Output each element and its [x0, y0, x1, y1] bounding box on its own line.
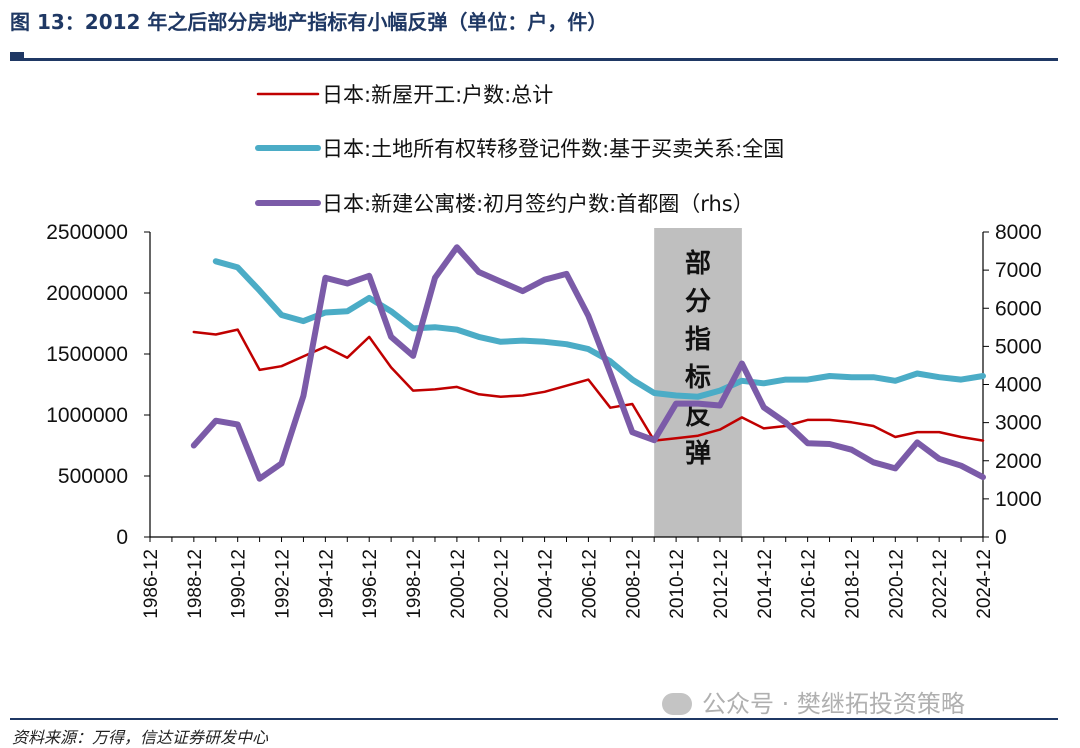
annotation-char: 分	[685, 287, 711, 317]
x-tick-label: 2020-12	[886, 549, 907, 619]
x-tick-label: 2016-12	[799, 549, 820, 619]
x-tick-label: 1996-12	[360, 549, 381, 619]
y-right-tick-label: 8000	[995, 221, 1042, 244]
x-tick-label: 2000-12	[448, 549, 469, 619]
y-right-tick-label: 1000	[995, 488, 1042, 511]
y-left-tick-label: 2000000	[46, 282, 128, 305]
x-tick-label: 1994-12	[316, 549, 337, 619]
x-tick-label: 2014-12	[755, 549, 776, 619]
x-tick-label: 2008-12	[623, 549, 644, 619]
series-line-1	[192, 328, 985, 442]
x-tick-label: 2012-12	[711, 549, 732, 619]
legend-label-1: 日本:新屋开工:户数:总计	[322, 83, 553, 107]
x-tick-label: 1998-12	[404, 549, 425, 619]
legend-label-3: 日本:新建公寓楼:初月签约户数:首都圈（rhs）	[322, 192, 754, 216]
y-left-tick-label: 1000000	[46, 404, 128, 427]
x-tick-label: 2004-12	[536, 549, 557, 619]
wechat-icon	[662, 693, 692, 715]
y-right-tick-label: 6000	[995, 297, 1042, 320]
source-note: 资料来源：万得，信达证券研发中心	[12, 728, 269, 747]
y-right-tick-label: 4000	[995, 374, 1042, 397]
y-right-tick-label: 7000	[995, 259, 1042, 282]
y-right-tick-label: 3000	[995, 412, 1042, 435]
series-lines	[190, 244, 986, 482]
y-left-tick-label: 1500000	[46, 343, 128, 366]
annotation-char: 弹	[685, 439, 711, 469]
annotation-char: 标	[685, 363, 711, 393]
x-tick-label: 2024-12	[974, 549, 995, 619]
watermark-text: 公众号 · 樊继拓投资策略	[702, 690, 965, 718]
x-tick-label: 1992-12	[273, 549, 294, 619]
watermark: 公众号 · 樊继拓投资策略	[662, 684, 965, 719]
x-tick-label: 2002-12	[492, 549, 513, 619]
y-right-tick-label: 2000	[995, 450, 1042, 473]
annotation-char: 指	[685, 325, 711, 355]
chart-title: 图 13：2012 年之后部分房地产指标有小幅反弹（单位：户，件）	[10, 10, 608, 34]
x-tick-label: 1990-12	[229, 549, 250, 619]
legend-label-2: 日本:土地所有权转移登记件数:基于买卖关系:全国	[322, 137, 784, 161]
x-tick-label: 2022-12	[930, 549, 951, 619]
axes: 0 500000 1000000 1500000 2000000 2500000 0 1000…	[46, 221, 1041, 619]
header-rule-tab	[10, 52, 24, 60]
x-tick-label: 2018-12	[842, 549, 863, 619]
annotation-rect	[654, 228, 742, 537]
x-tick-label: 2010-12	[667, 549, 688, 619]
series-line-3	[190, 244, 986, 482]
y-left-tick-label: 500000	[58, 465, 128, 488]
y-left-tick-label: 0	[116, 526, 128, 549]
legend: 日本:新屋开工:户数:总计日本:土地所有权转移登记件数:基于买卖关系:全国日本:…	[255, 83, 784, 216]
x-tick-label: 2006-12	[579, 549, 600, 619]
series-line-2	[212, 258, 986, 400]
x-tick-label: 1986-12	[141, 549, 162, 619]
x-tick-label: 1988-12	[185, 549, 206, 619]
annotation-char: 部	[685, 249, 711, 279]
footer-rule	[10, 718, 1058, 720]
y-right-tick-label: 0	[995, 526, 1007, 549]
y-left-tick-label: 2500000	[46, 221, 128, 244]
header-rule	[10, 58, 1058, 61]
y-right-tick-label: 5000	[995, 335, 1042, 358]
